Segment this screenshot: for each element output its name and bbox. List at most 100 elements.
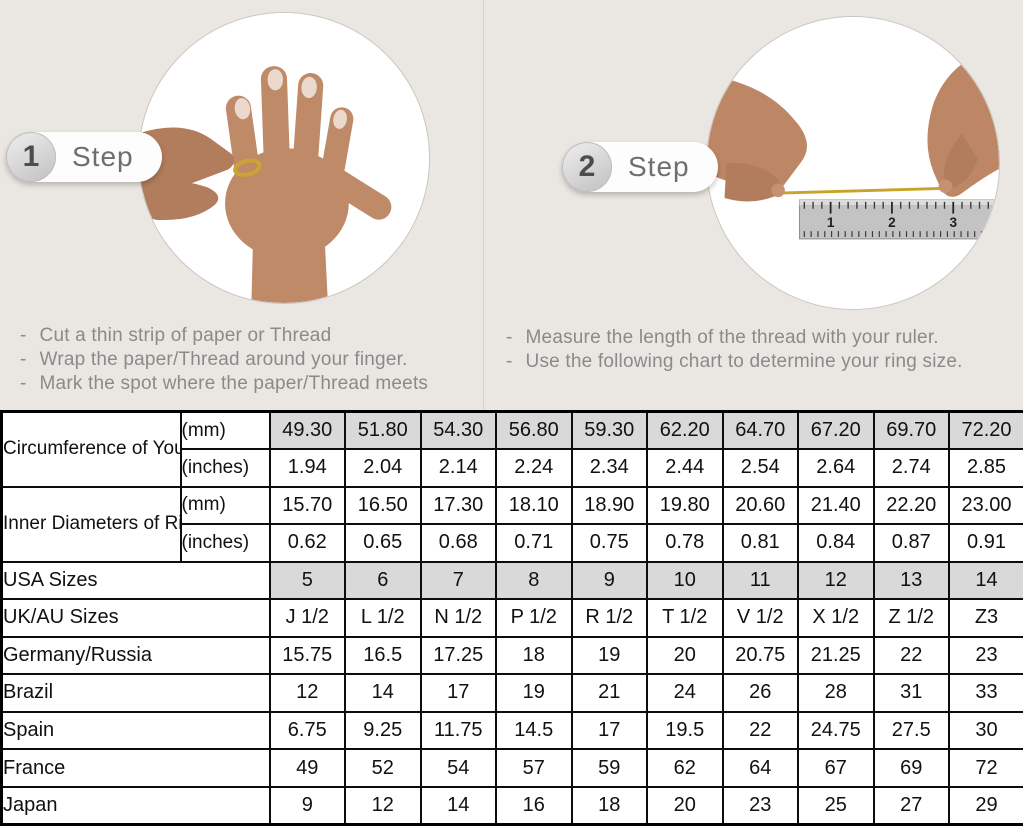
table-row: Germany/Russia 15.75 16.5 17.25 18 19 20 20.75 2… <box>0 635 1023 676</box>
table-cell: 16 <box>495 785 573 826</box>
table-cell: 0.78 <box>646 523 724 563</box>
table-cell: 26 <box>721 673 799 713</box>
table-cell: 17.25 <box>419 635 497 676</box>
table-cell: 0.65 <box>344 523 422 563</box>
table-cell: J 1/2 <box>268 598 346 638</box>
instruction-line: Measure the length of the thread with yo… <box>506 326 1021 350</box>
table-cell: 10 <box>646 560 724 601</box>
table-cell: 20.60 <box>721 485 799 526</box>
table-cell: 51.80 <box>344 410 422 451</box>
table-cell: 62.20 <box>646 410 724 451</box>
table-cell: 16.50 <box>344 485 422 526</box>
table-row: Brazil 12 14 17 19 21 24 26 28 31 33 <box>0 673 1023 713</box>
table-cell: 18 <box>570 785 648 826</box>
ruler-mark-1: 1 <box>827 215 835 230</box>
table-row: Circumference of Your Finger(mm)49.3051.… <box>0 410 1023 488</box>
step1-number: 1 <box>6 132 56 182</box>
table-cell: 22.20 <box>872 485 950 526</box>
table-cell: 64 <box>721 748 799 788</box>
table-cell: 11 <box>721 560 799 601</box>
table-cell: 2.04 <box>344 448 422 488</box>
table-cell: 19 <box>495 673 573 713</box>
ruler: 1 2 3 <box>798 199 999 240</box>
table-cell: 2.44 <box>646 448 724 488</box>
table-cell: 13 <box>872 560 950 601</box>
table-cell: 2.74 <box>872 448 950 488</box>
table-cell: 22 <box>872 635 950 676</box>
table-cell: 0.84 <box>797 523 875 563</box>
table-cell: 19.5 <box>646 710 724 751</box>
left-hand <box>707 73 807 202</box>
table-cell: R 1/2 <box>570 598 648 638</box>
table-cell: 54 <box>419 748 497 788</box>
table-cell: 0.62 <box>268 523 346 563</box>
table-cell: 0.91 <box>948 523 1023 563</box>
table-cell: 6 <box>344 560 422 601</box>
ring-size-table: Circumference of Your Finger(mm)49.3051.… <box>0 410 1023 826</box>
row-label: France <box>0 748 271 788</box>
row-label: UK/AU Sizes <box>0 598 271 638</box>
table-row: USA Sizes 5 6 7 8 9 10 11 12 13 14 <box>0 560 1023 601</box>
table-cell: 6.75 <box>268 710 346 751</box>
row-label: Spain <box>0 710 271 751</box>
table-cell: 2.34 <box>570 448 648 488</box>
table-cell: 17.30 <box>419 485 497 526</box>
table-row: Inner Diameters of Rings(mm)15.7016.5017… <box>0 485 1023 563</box>
table-row: Japan 9 12 14 16 18 20 23 25 27 29 <box>0 785 1023 826</box>
table-cell: 0.71 <box>495 523 573 563</box>
table-cell: 12 <box>268 673 346 713</box>
table-row: (inches) 0.62 0.65 0.68 0.71 0.75 0.78 0.81 0.84… <box>2 523 1023 563</box>
table-cell: 20.75 <box>721 635 799 676</box>
unit-label: (mm) <box>179 410 271 451</box>
step2-photo: 1 2 3 <box>706 16 1000 310</box>
size-chart-section: Circumference of Your Finger(mm)49.3051.… <box>0 410 1023 826</box>
row-label: Brazil <box>0 673 271 713</box>
ruler-mark-3: 3 <box>949 215 957 230</box>
table-cell: 2.85 <box>948 448 1023 488</box>
gold-thread <box>775 186 947 195</box>
table-cell: 0.75 <box>570 523 648 563</box>
table-row: (inches) 1.94 2.04 2.14 2.24 2.34 2.44 2.54 2.64… <box>2 448 1023 488</box>
hand-with-ring-illustration <box>139 13 429 303</box>
table-cell: 21.40 <box>797 485 875 526</box>
instructions-section: 1 2 3 <box>0 0 1023 410</box>
table-cell: 69 <box>872 748 950 788</box>
table-cell: 0.81 <box>721 523 799 563</box>
table-cell: 15.75 <box>268 635 346 676</box>
row-group-label: Inner Diameters of Rings <box>0 485 182 563</box>
table-cell: Z3 <box>948 598 1023 638</box>
table-cell: 17 <box>570 710 648 751</box>
table-cell: 20 <box>646 635 724 676</box>
table-cell: 59.30 <box>570 410 648 451</box>
table-cell: 12 <box>344 785 422 826</box>
table-cell: 17 <box>419 673 497 713</box>
instruction-line: Mark the spot where the paper/Thread mee… <box>20 372 485 396</box>
table-cell: 11.75 <box>419 710 497 751</box>
table-cell: 49.30 <box>268 410 346 451</box>
table-cell: 33 <box>948 673 1023 713</box>
table-cell: 18.90 <box>570 485 648 526</box>
table-cell: 18 <box>495 635 573 676</box>
table-cell: 72.20 <box>948 410 1023 451</box>
table-cell: 20 <box>646 785 724 826</box>
table-cell: 56.80 <box>495 410 573 451</box>
table-cell: 19 <box>570 635 648 676</box>
step2-instructions: Measure the length of the thread with yo… <box>506 326 1021 374</box>
table-cell: X 1/2 <box>797 598 875 638</box>
table-cell: 67 <box>797 748 875 788</box>
table-cell: 2.24 <box>495 448 573 488</box>
table-cell: 5 <box>268 560 346 601</box>
table-cell: 57 <box>495 748 573 788</box>
table-cell: 1.94 <box>268 448 346 488</box>
row-label: Germany/Russia <box>0 635 271 676</box>
section-divider <box>483 0 484 410</box>
instruction-line: Wrap the paper/Thread around your finger… <box>20 348 485 372</box>
table-cell: 14 <box>344 673 422 713</box>
table-cell: 2.64 <box>797 448 875 488</box>
table-cell: 27 <box>872 785 950 826</box>
table-cell: 69.70 <box>872 410 950 451</box>
row-group-label: Circumference of Your Finger <box>0 410 182 488</box>
table-cell: 2.14 <box>419 448 497 488</box>
table-cell: 2.54 <box>721 448 799 488</box>
table-cell: 72 <box>948 748 1023 788</box>
